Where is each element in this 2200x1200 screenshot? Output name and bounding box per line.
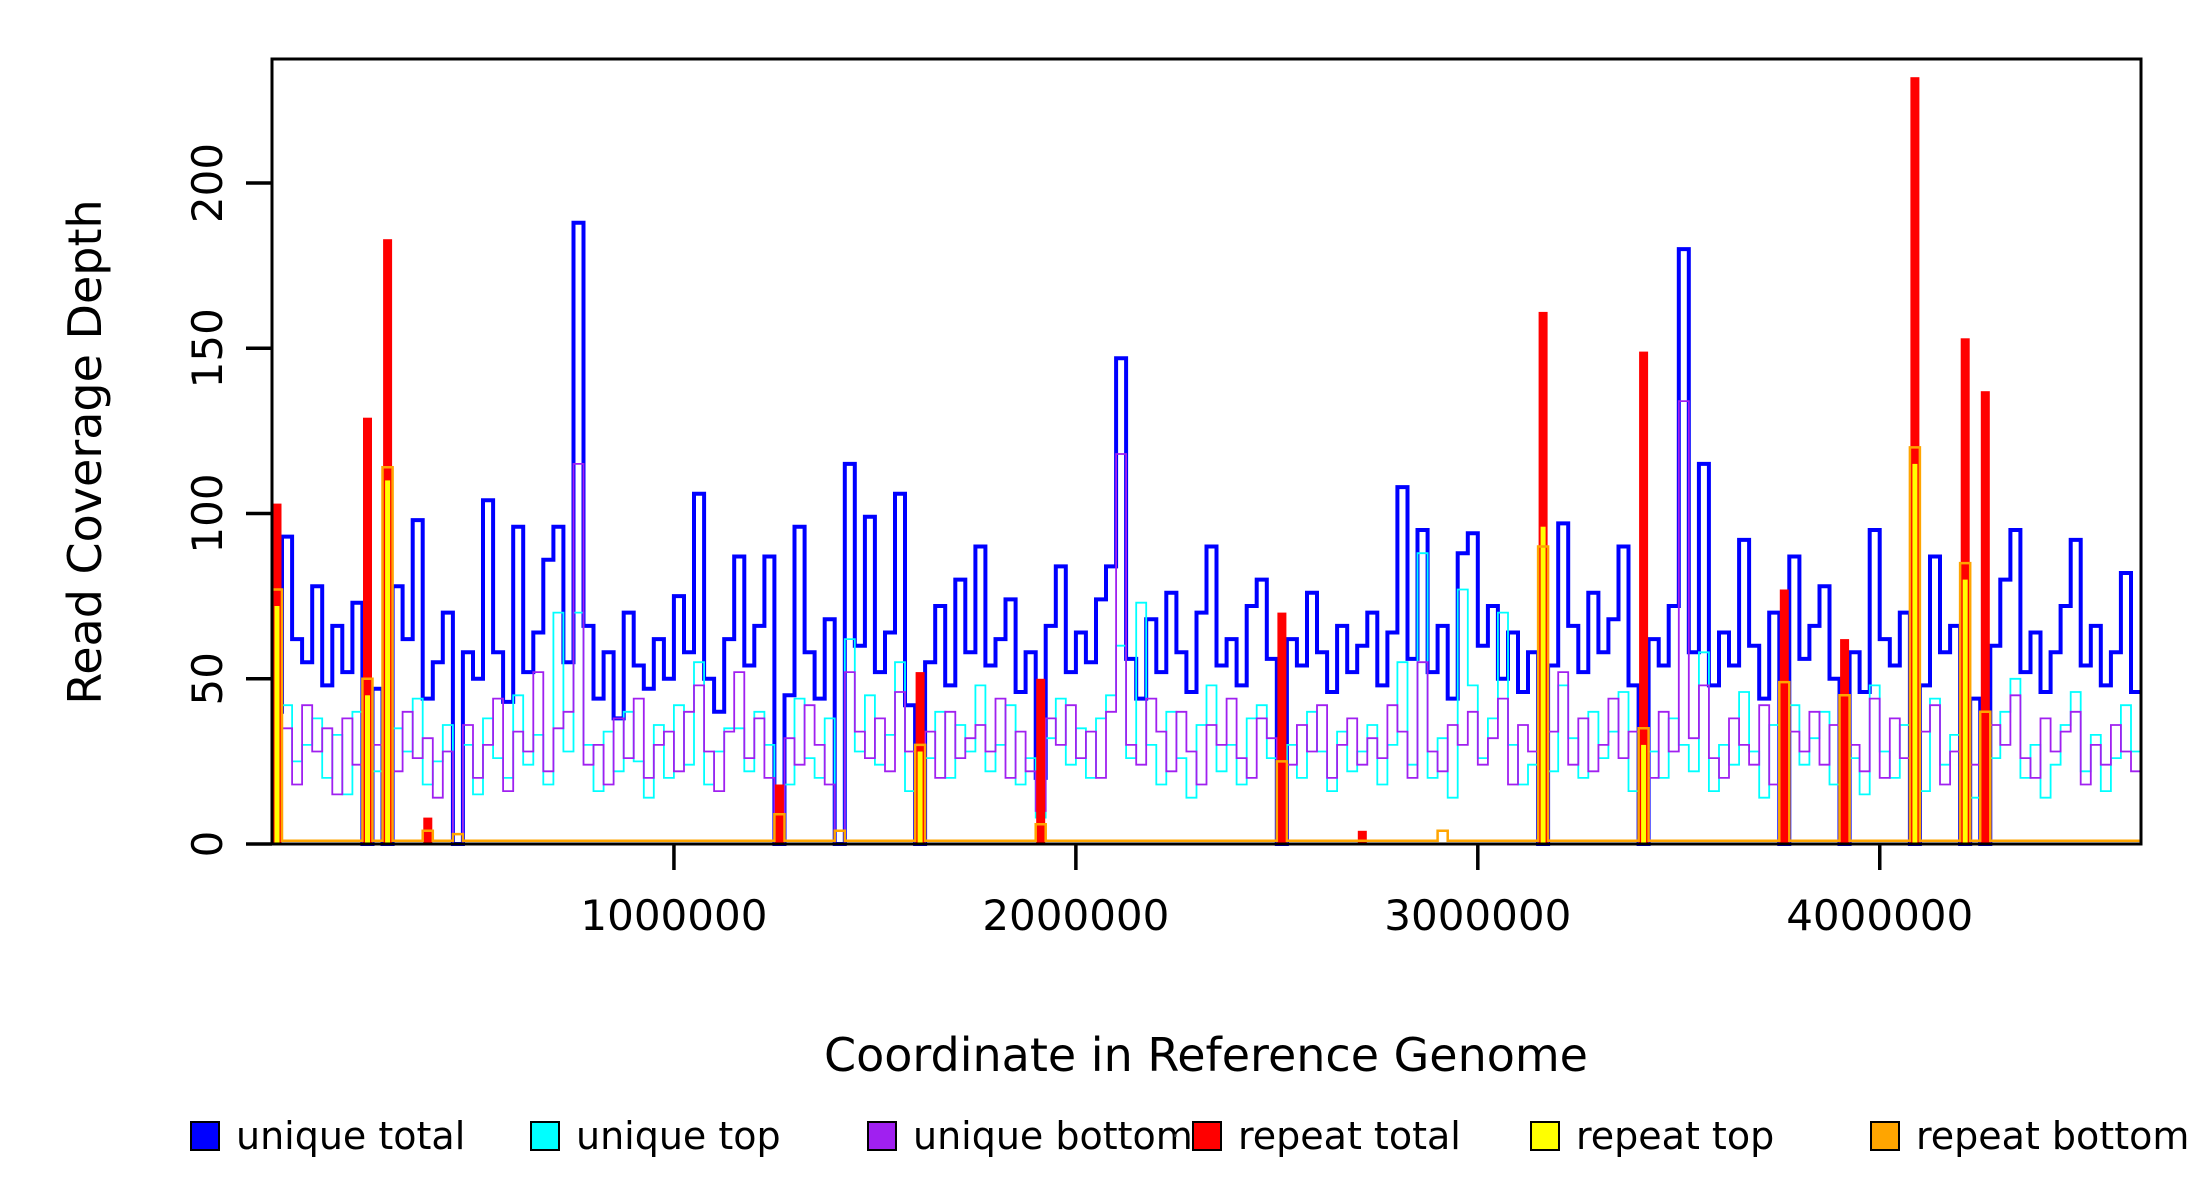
legend-item-repeat-top: repeat top bbox=[1530, 1114, 1774, 1158]
chart-line-unique-bottom bbox=[272, 400, 2141, 845]
chart-spike-repeat-top bbox=[1962, 579, 1968, 844]
y-tick-label: 50 bbox=[183, 652, 232, 705]
chart-spike-repeat-total bbox=[1036, 678, 1046, 845]
y-axis-title: Read Coverage Depth bbox=[58, 199, 112, 705]
legend-item-unique-total: unique total bbox=[190, 1114, 465, 1158]
legend-swatch-unique-total bbox=[190, 1121, 220, 1151]
legend-swatch-repeat-total bbox=[1192, 1121, 1222, 1151]
chart-spike-repeat-total bbox=[1840, 639, 1850, 844]
x-tick-label: 3000000 bbox=[1384, 891, 1571, 940]
legend-label: repeat total bbox=[1238, 1114, 1461, 1158]
stray-mark: . bbox=[1172, 1118, 1179, 1143]
chart-spike-repeat-top bbox=[1641, 744, 1647, 844]
y-tick-label: 150 bbox=[183, 308, 232, 388]
legend-item-repeat-total: repeat total bbox=[1192, 1114, 1461, 1158]
legend-swatch-unique-bottom bbox=[867, 1121, 897, 1151]
x-tick-label: 2000000 bbox=[982, 891, 1169, 940]
legend-item-repeat-bottom: repeat bottom bbox=[1870, 1114, 2189, 1158]
chart-spike-repeat-total bbox=[1357, 830, 1367, 844]
chart-spike-repeat-top bbox=[385, 480, 391, 844]
chart-spike-repeat-top bbox=[917, 751, 923, 844]
legend-item-unique-bottom: unique bottom bbox=[867, 1114, 1193, 1158]
chart-spike-repeat-top bbox=[365, 695, 370, 844]
legend-label: repeat top bbox=[1576, 1114, 1775, 1158]
y-tick-label: 100 bbox=[183, 473, 232, 553]
x-tick-label: 4000000 bbox=[1786, 891, 1973, 940]
chart-spike-repeat-top bbox=[274, 606, 280, 844]
legend-swatch-repeat-bottom bbox=[1870, 1121, 1900, 1151]
plot-box bbox=[270, 57, 2143, 846]
chart-spike-repeat-top bbox=[1540, 526, 1546, 844]
legend-swatch-repeat-top bbox=[1530, 1121, 1560, 1151]
legend-label: repeat bottom bbox=[1916, 1114, 2190, 1158]
legend-item-unique-top: unique top bbox=[530, 1114, 781, 1158]
chart-spike-repeat-total bbox=[1779, 589, 1789, 844]
chart-spike-repeat-total bbox=[363, 417, 372, 844]
legend-swatch-unique-top bbox=[530, 1121, 560, 1151]
x-axis-title: Coordinate in Reference Genome bbox=[824, 1028, 1588, 1082]
y-tick-label: 0 bbox=[183, 831, 232, 858]
chart-spike-repeat-total bbox=[1980, 391, 1990, 844]
y-tick-label: 200 bbox=[183, 143, 232, 223]
legend-label: unique total bbox=[236, 1114, 466, 1158]
legend-label: unique bottom bbox=[913, 1114, 1193, 1158]
x-tick-label: 1000000 bbox=[580, 891, 767, 940]
chart-spike-repeat-top bbox=[1912, 463, 1918, 844]
chart-spike-repeat-total bbox=[1910, 77, 1920, 844]
chart-spike-repeat-total bbox=[1277, 612, 1287, 844]
chart-spike-repeat-total bbox=[1639, 351, 1649, 844]
legend-label: unique top bbox=[576, 1114, 781, 1158]
chart-line-repeat-bottom bbox=[272, 446, 2141, 842]
